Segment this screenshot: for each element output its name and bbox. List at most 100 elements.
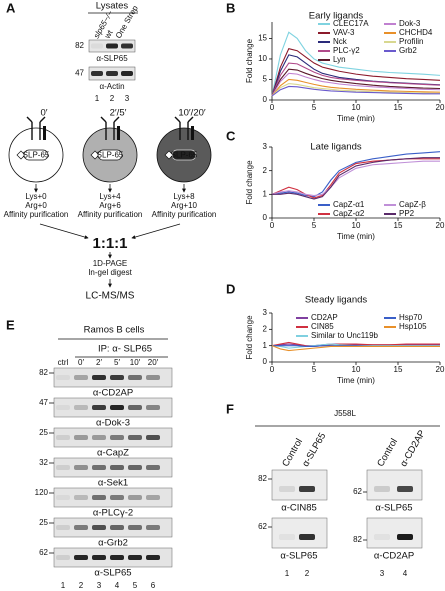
lane-number: 1 xyxy=(95,94,100,103)
protein-pill xyxy=(23,149,49,161)
label-lys: Lys+4 xyxy=(99,192,121,201)
lane-label: Control xyxy=(375,437,400,469)
protein-label: SLP-65 xyxy=(171,151,198,160)
blot xyxy=(271,517,328,549)
lane-number: 4 xyxy=(115,581,120,590)
protein-pill xyxy=(97,149,123,161)
band xyxy=(128,405,142,410)
band xyxy=(128,465,142,470)
receptor-tail xyxy=(191,126,194,140)
x-axis-label: Time (min) xyxy=(337,376,375,385)
step-label: Affinity purification xyxy=(4,210,69,219)
band xyxy=(110,375,124,380)
blot-label: α-Grb2 xyxy=(98,538,128,549)
band xyxy=(121,71,133,76)
legend-label: Similar to Unc119b xyxy=(311,331,379,340)
receptor-arm xyxy=(100,116,107,123)
band xyxy=(92,495,106,500)
time-label: 0′ xyxy=(40,108,47,119)
y-tick-label: 0 xyxy=(263,213,268,222)
band xyxy=(299,486,315,492)
arrow xyxy=(131,223,181,239)
band xyxy=(374,486,390,492)
band xyxy=(128,495,142,500)
legend-label: CapZ-α2 xyxy=(333,209,365,218)
step-label: Affinity purification xyxy=(78,210,143,219)
receptor-arm xyxy=(26,116,33,123)
band xyxy=(74,525,88,530)
legend-label: CapZ-α1 xyxy=(333,200,365,209)
molecular-weight: 82 xyxy=(353,535,362,544)
band xyxy=(146,465,160,470)
y-tick-label: 0 xyxy=(263,95,268,104)
lane-number: 6 xyxy=(151,581,156,590)
receptor-arm xyxy=(187,116,194,123)
lane-number: 3 xyxy=(125,94,130,103)
series-line xyxy=(271,48,441,97)
panel-label: F xyxy=(226,401,234,416)
series-line xyxy=(272,157,440,200)
legend-label: Lyn xyxy=(333,55,346,64)
legend-label: Grb2 xyxy=(399,46,417,55)
lane-label: α-CD2AP xyxy=(398,428,428,468)
band xyxy=(74,435,88,440)
band xyxy=(56,525,70,530)
y-axis-label: Fold change xyxy=(245,160,254,205)
band xyxy=(56,405,70,410)
protein-label: SLP-65 xyxy=(23,151,50,160)
series-line xyxy=(271,345,440,352)
x-tick-label: 10 xyxy=(352,103,361,112)
y-axis-label: Fold change xyxy=(245,315,254,360)
x-tick-label: 0 xyxy=(270,221,275,230)
band xyxy=(128,435,142,440)
x-tick-label: 5 xyxy=(312,103,317,112)
band xyxy=(91,43,103,49)
band xyxy=(74,375,88,380)
band xyxy=(146,435,160,440)
ip-label: IP: α- SLP65 xyxy=(98,344,152,355)
x-tick-label: 15 xyxy=(394,103,403,112)
molecular-weight: 62 xyxy=(353,487,362,496)
legend-label: CIN85 xyxy=(311,322,334,331)
x-tick-label: 0 xyxy=(270,103,275,112)
lysates-title: Lysates xyxy=(96,1,129,12)
label-arg: Arg+6 xyxy=(99,201,121,210)
band xyxy=(92,405,106,410)
band xyxy=(128,555,142,560)
band xyxy=(92,375,106,380)
band xyxy=(128,525,142,530)
lane-label: ctrl xyxy=(58,358,69,367)
series-line xyxy=(271,83,441,97)
band xyxy=(397,486,413,492)
legend-label: Nck xyxy=(333,37,348,46)
chart-title: Early ligands xyxy=(309,11,364,22)
band xyxy=(146,405,160,410)
legend-label: PLC-γ2 xyxy=(333,46,360,55)
band xyxy=(397,534,413,540)
x-axis-label: Time (min) xyxy=(337,232,375,241)
molecular-weight: 120 xyxy=(35,488,49,497)
lane-label: 0′ xyxy=(78,358,84,367)
lane-number: 2 xyxy=(79,581,84,590)
x-tick-label: 5 xyxy=(312,221,317,230)
arrow xyxy=(39,223,89,239)
blot-label: α-CIN85 xyxy=(281,503,317,514)
blot-label: α-CapZ xyxy=(97,448,129,459)
legend-label: VAV-3 xyxy=(333,28,355,37)
band xyxy=(110,435,124,440)
lane-number: 2 xyxy=(305,569,310,578)
band xyxy=(92,555,106,560)
y-tick-label: 1 xyxy=(263,189,268,198)
band xyxy=(279,486,295,492)
molecular-weight: 62 xyxy=(258,522,267,531)
lane-number: 5 xyxy=(133,581,138,590)
lane-number: 3 xyxy=(97,581,102,590)
blot-label: α-Sek1 xyxy=(98,478,128,489)
legend-label: PP2 xyxy=(399,209,415,218)
y-tick-label: 2 xyxy=(263,166,268,175)
band xyxy=(146,555,160,560)
molecular-weight: 82 xyxy=(39,368,48,377)
y-tick-label: 15 xyxy=(258,34,267,43)
molecular-weight: 25 xyxy=(39,518,48,527)
protein-label: SLP-65 xyxy=(97,151,124,160)
